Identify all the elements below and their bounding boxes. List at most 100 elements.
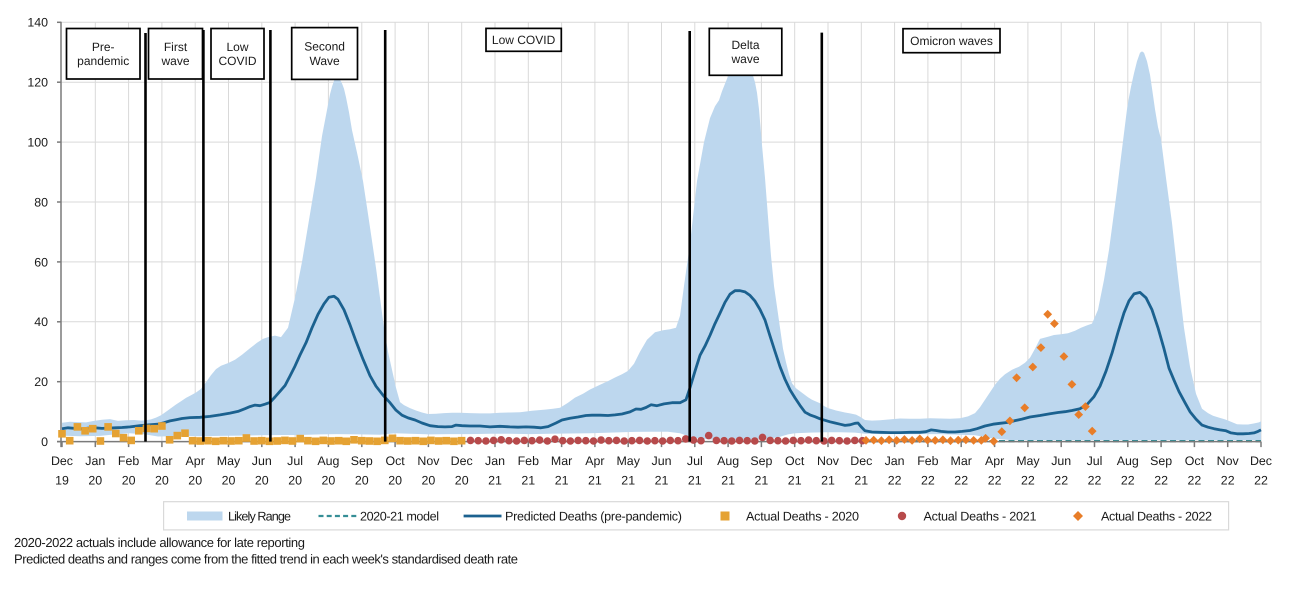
svg-text:21: 21 — [688, 474, 702, 488]
svg-text:Aug: Aug — [1117, 454, 1139, 468]
svg-text:Oct: Oct — [785, 454, 805, 468]
svg-text:Sep: Sep — [351, 454, 373, 468]
svg-text:21: 21 — [621, 474, 635, 488]
svg-text:20: 20 — [388, 474, 402, 488]
svg-text:Wave: Wave — [309, 54, 340, 68]
svg-text:Likely Range: Likely Range — [228, 509, 291, 523]
svg-text:Actual Deaths - 2022: Actual Deaths - 2022 — [1101, 509, 1212, 523]
svg-text:22: 22 — [1154, 474, 1168, 488]
svg-text:2020-2022 actuals include allo: 2020-2022 actuals include allowance for … — [14, 535, 305, 550]
svg-text:Apr: Apr — [985, 454, 1004, 468]
svg-text:Nov: Nov — [1217, 454, 1240, 468]
svg-text:May: May — [1016, 454, 1040, 468]
svg-text:20: 20 — [322, 474, 336, 488]
svg-text:Dec: Dec — [850, 454, 872, 468]
svg-text:COVID: COVID — [218, 54, 256, 68]
svg-text:Apr: Apr — [186, 454, 205, 468]
svg-text:Low COVID: Low COVID — [492, 33, 556, 47]
svg-text:20: 20 — [288, 474, 302, 488]
svg-text:22: 22 — [1054, 474, 1068, 488]
svg-text:80: 80 — [34, 195, 48, 209]
svg-text:21: 21 — [721, 474, 735, 488]
svg-text:Delta: Delta — [731, 38, 759, 52]
svg-text:22: 22 — [954, 474, 968, 488]
svg-text:Oct: Oct — [1185, 454, 1205, 468]
svg-text:21: 21 — [755, 474, 769, 488]
svg-text:21: 21 — [854, 474, 868, 488]
svg-text:20: 20 — [355, 474, 369, 488]
svg-text:Jun: Jun — [1051, 454, 1071, 468]
svg-text:Pre-: Pre- — [92, 40, 115, 54]
svg-text:19: 19 — [55, 474, 69, 488]
svg-text:22: 22 — [888, 474, 902, 488]
svg-text:140: 140 — [27, 16, 48, 30]
svg-text:21: 21 — [655, 474, 669, 488]
svg-text:Jan: Jan — [485, 454, 505, 468]
svg-text:22: 22 — [1188, 474, 1202, 488]
svg-text:20: 20 — [455, 474, 469, 488]
svg-text:Sep: Sep — [1150, 454, 1172, 468]
svg-text:20: 20 — [422, 474, 436, 488]
svg-text:Aug: Aug — [317, 454, 339, 468]
svg-text:Feb: Feb — [917, 454, 938, 468]
svg-text:Jan: Jan — [85, 454, 105, 468]
svg-text:0: 0 — [41, 435, 48, 449]
svg-text:Dec: Dec — [1250, 454, 1272, 468]
svg-text:Jul: Jul — [287, 454, 303, 468]
svg-text:Predicted Deaths (pre-pandemic: Predicted Deaths (pre-pandemic) — [505, 509, 682, 523]
svg-text:21: 21 — [788, 474, 802, 488]
svg-text:20: 20 — [188, 474, 202, 488]
svg-text:2020-21 model: 2020-21 model — [360, 509, 439, 523]
svg-text:Feb: Feb — [518, 454, 539, 468]
svg-text:Actual Deaths - 2021: Actual Deaths - 2021 — [924, 509, 1037, 523]
svg-text:21: 21 — [555, 474, 569, 488]
svg-text:First: First — [164, 40, 188, 54]
svg-text:22: 22 — [1088, 474, 1102, 488]
svg-text:21: 21 — [821, 474, 835, 488]
svg-text:22: 22 — [1254, 474, 1268, 488]
svg-text:Jul: Jul — [687, 454, 703, 468]
svg-text:20: 20 — [255, 474, 269, 488]
svg-text:Sep: Sep — [750, 454, 772, 468]
svg-text:Dec: Dec — [51, 454, 73, 468]
svg-text:Actual Deaths - 2020: Actual Deaths - 2020 — [746, 509, 859, 523]
svg-text:Aug: Aug — [717, 454, 739, 468]
svg-text:Second: Second — [304, 40, 345, 54]
svg-text:20: 20 — [34, 375, 48, 389]
svg-text:Jan: Jan — [885, 454, 905, 468]
svg-text:wave: wave — [160, 54, 189, 68]
svg-text:Jun: Jun — [652, 454, 672, 468]
svg-text:Feb: Feb — [118, 454, 139, 468]
svg-text:100: 100 — [27, 136, 48, 150]
svg-text:120: 120 — [27, 76, 48, 90]
svg-text:22: 22 — [1221, 474, 1235, 488]
svg-text:pandemic: pandemic — [77, 54, 129, 68]
svg-text:Jun: Jun — [252, 454, 272, 468]
svg-text:Mar: Mar — [551, 454, 572, 468]
svg-text:Dec: Dec — [451, 454, 473, 468]
svg-text:22: 22 — [1021, 474, 1035, 488]
svg-text:May: May — [217, 454, 241, 468]
svg-text:21: 21 — [588, 474, 602, 488]
svg-text:20: 20 — [155, 474, 169, 488]
svg-text:Nov: Nov — [417, 454, 440, 468]
svg-text:Low: Low — [226, 40, 248, 54]
svg-text:Apr: Apr — [585, 454, 604, 468]
svg-text:May: May — [616, 454, 640, 468]
svg-text:Omicron waves: Omicron waves — [910, 34, 993, 48]
svg-text:22: 22 — [1121, 474, 1135, 488]
svg-text:60: 60 — [34, 255, 48, 269]
svg-text:Oct: Oct — [385, 454, 405, 468]
svg-text:Predicted deaths and ranges co: Predicted deaths and ranges come from th… — [14, 552, 518, 567]
svg-text:22: 22 — [921, 474, 935, 488]
svg-text:Mar: Mar — [151, 454, 172, 468]
svg-text:20: 20 — [122, 474, 136, 488]
svg-text:21: 21 — [521, 474, 535, 488]
svg-text:21: 21 — [488, 474, 502, 488]
svg-text:Jul: Jul — [1087, 454, 1103, 468]
svg-text:20: 20 — [88, 474, 102, 488]
svg-text:40: 40 — [34, 315, 48, 329]
svg-text:22: 22 — [988, 474, 1002, 488]
svg-text:Mar: Mar — [951, 454, 972, 468]
svg-text:20: 20 — [222, 474, 236, 488]
